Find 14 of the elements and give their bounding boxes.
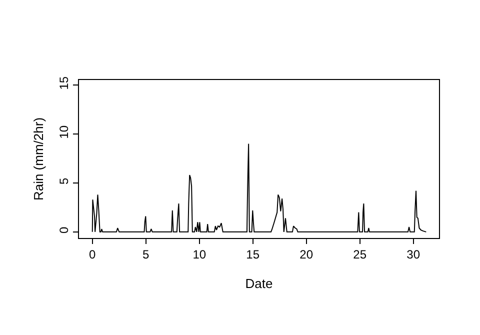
y-tick-label: 5 [57, 177, 72, 184]
x-tick-label: 20 [300, 247, 314, 262]
x-tick-label: 25 [353, 247, 367, 262]
y-tick-label: 10 [57, 125, 72, 139]
y-tick-label: 15 [57, 76, 72, 90]
x-tick-label: 5 [142, 247, 150, 262]
x-tick-label: 0 [89, 247, 96, 262]
x-tick-label: 30 [406, 247, 420, 262]
line-series [92, 143, 427, 232]
y-axis-title: Rain (mm/2hr) [31, 117, 46, 201]
x-tick-label: 10 [192, 247, 206, 262]
y-tick-label: 0 [57, 226, 72, 234]
x-tick-label: 15 [246, 247, 260, 262]
x-axis-title: Date [245, 276, 273, 291]
